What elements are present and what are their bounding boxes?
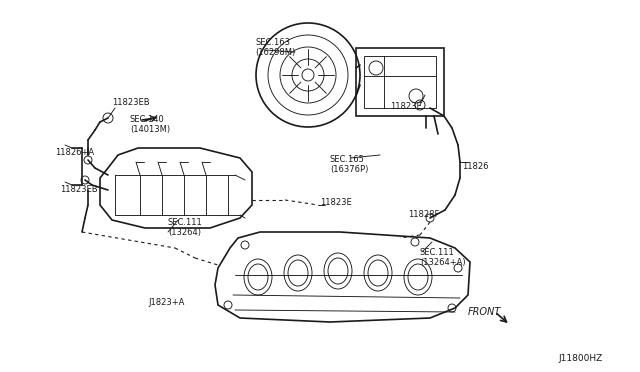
Text: 11823EB: 11823EB <box>112 98 150 107</box>
Bar <box>356 48 444 116</box>
Text: FRONT: FRONT <box>468 307 501 317</box>
Text: (16298M): (16298M) <box>255 48 295 57</box>
Text: 11826: 11826 <box>462 162 488 171</box>
Text: SEC.163: SEC.163 <box>255 38 290 47</box>
Text: 11823EB: 11823EB <box>60 185 98 194</box>
Text: SEC.165: SEC.165 <box>330 155 365 164</box>
Text: (16376P): (16376P) <box>330 165 369 174</box>
Text: 11828F: 11828F <box>408 210 440 219</box>
Text: (13264+A): (13264+A) <box>420 258 466 267</box>
Text: SEC.140: SEC.140 <box>130 115 164 124</box>
Text: J11800HZ: J11800HZ <box>558 354 602 363</box>
Text: 11823E: 11823E <box>390 102 422 111</box>
Text: SEC.111: SEC.111 <box>168 218 203 227</box>
Text: SEC.111: SEC.111 <box>420 248 455 257</box>
Bar <box>364 56 436 108</box>
Text: (14013M): (14013M) <box>130 125 170 134</box>
Text: 11823E: 11823E <box>320 198 352 207</box>
Text: (13264): (13264) <box>168 228 201 237</box>
Text: J1823+A: J1823+A <box>148 298 184 307</box>
Text: 11826+A: 11826+A <box>55 148 94 157</box>
